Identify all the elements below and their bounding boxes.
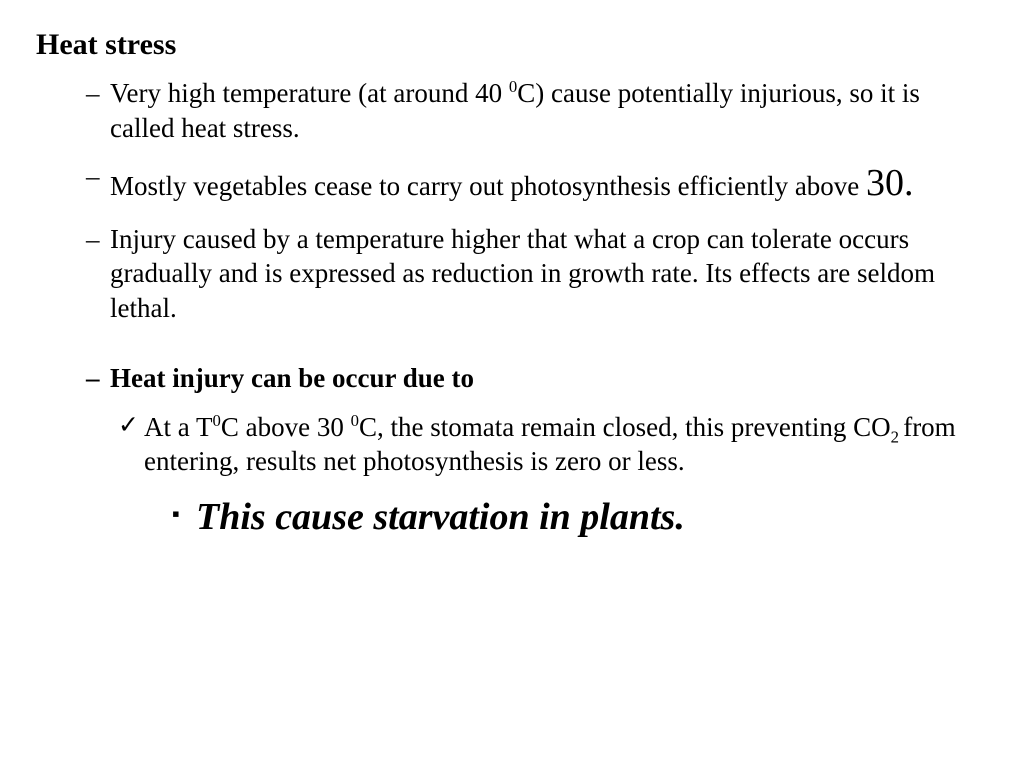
text-fragment: Very high temperature (at around 40 bbox=[110, 78, 509, 108]
conclusion-list: This cause starvation in plants. bbox=[196, 495, 988, 541]
text-fragment: C, the stomata remain closed, this preve… bbox=[359, 412, 891, 442]
superscript-zero: 0 bbox=[351, 411, 359, 430]
text-fragment: This cause starvation in plants. bbox=[196, 496, 685, 538]
text-fragment: Heat injury can be occur due to bbox=[110, 363, 474, 393]
superscript-zero: 0 bbox=[213, 411, 221, 430]
text-fragment: Mostly vegetables cease to carry out pho… bbox=[110, 171, 866, 201]
text-fragment: Injury caused by a temperature higher th… bbox=[110, 224, 935, 323]
bullet-heat-injury-causes: Heat injury can be occur due to bbox=[110, 361, 988, 396]
bullet-photosynthesis: Mostly vegetables cease to carry out pho… bbox=[110, 159, 988, 208]
text-fragment: C above 30 bbox=[221, 412, 351, 442]
conclusion-starvation: This cause starvation in plants. bbox=[196, 495, 988, 541]
check-stomata: At a T0C above 30 0C, the stomata remain… bbox=[144, 410, 988, 479]
main-bullet-list: Very high temperature (at around 40 0C) … bbox=[110, 76, 988, 396]
bullet-high-temp: Very high temperature (at around 40 0C) … bbox=[110, 76, 988, 145]
bullet-injury-gradual: Injury caused by a temperature higher th… bbox=[110, 222, 988, 326]
emphasized-number: 30. bbox=[866, 162, 914, 204]
text-fragment: At a T bbox=[144, 412, 213, 442]
subscript-two: 2 bbox=[891, 427, 904, 446]
superscript-zero: 0 bbox=[509, 77, 517, 96]
check-sublist: At a T0C above 30 0C, the stomata remain… bbox=[144, 410, 988, 479]
page-title: Heat stress bbox=[36, 28, 988, 62]
